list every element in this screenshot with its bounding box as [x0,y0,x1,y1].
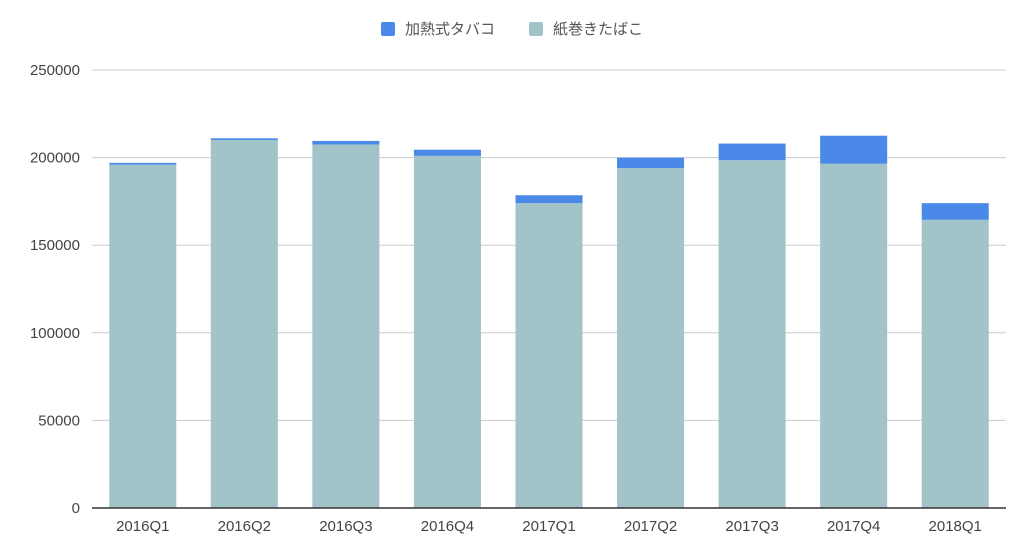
bar-heated-tobacco-2017Q3 [718,143,786,161]
bar-heated-tobacco-2016Q3 [312,140,380,145]
x-tick-label: 2016Q3 [319,518,372,535]
y-tick-label: 250000 [30,62,80,79]
bar-heated-tobacco-2016Q2 [210,138,278,141]
x-tick-label: 2017Q1 [522,518,575,535]
legend-swatch-cigarettes [529,21,543,36]
x-tick-label: 2018Q1 [929,518,982,535]
y-axis-ticks: 0 50000 100000 150000 200000 250000 [30,62,80,517]
legend-label-cigarettes: 紙巻きたばこ [553,20,644,38]
x-tick-label: 2016Q4 [421,518,474,535]
bar-cigarettes-2017Q3 [718,160,786,508]
bar-cigarettes-2017Q4 [820,163,888,508]
legend-swatch-heated-tobacco [380,21,395,36]
bar-heated-tobacco-2017Q1 [515,195,583,204]
chart-legend: 加熱式タバコ 紙巻きたばこ [0,18,1024,39]
x-tick-label: 2016Q2 [218,518,271,535]
bars [109,135,989,509]
bar-heated-tobacco-2017Q4 [820,135,888,164]
legend-label-heated-tobacco: 加熱式タバコ [404,20,495,38]
legend-item-cigarettes: 紙巻きたばこ [529,18,643,39]
bar-heated-tobacco-2016Q4 [413,149,481,156]
y-tick-label: 150000 [30,237,80,254]
bar-cigarettes-2016Q1 [109,164,177,508]
bar-cigarettes-2018Q1 [921,219,989,508]
x-tick-label: 2017Q2 [624,518,677,535]
legend-item-heated-tobacco: 加熱式タバコ [380,18,495,39]
bar-cigarettes-2016Q4 [413,155,481,508]
y-tick-label: 0 [72,500,80,517]
y-tick-label: 200000 [30,150,80,167]
bar-heated-tobacco-2016Q1 [109,162,177,165]
bar-heated-tobacco-2018Q1 [921,203,989,220]
bar-cigarettes-2016Q3 [312,144,380,508]
bar-heated-tobacco-2017Q2 [617,157,685,169]
x-tick-label: 2017Q4 [827,518,880,535]
y-tick-label: 100000 [30,325,80,342]
y-tick-label: 50000 [38,412,80,429]
x-tick-label: 2017Q3 [725,518,778,535]
bar-cigarettes-2017Q2 [617,168,685,508]
bar-cigarettes-2016Q2 [210,140,278,508]
bar-cigarettes-2017Q1 [515,203,583,509]
x-tick-label: 2016Q1 [116,518,169,535]
x-axis-ticks: 2016Q1 2016Q2 2016Q3 2016Q4 2017Q1 2017Q2 2017… [116,518,982,535]
